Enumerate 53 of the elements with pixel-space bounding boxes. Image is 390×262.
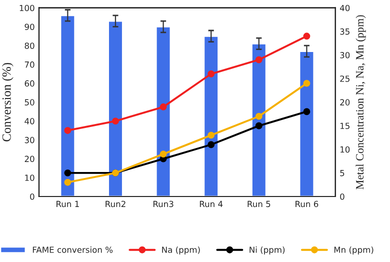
x-tick-label: Run 6	[296, 200, 318, 208]
x-tick-label: Run 5	[248, 200, 270, 208]
point	[208, 141, 215, 148]
x-tick-label: Run 4	[200, 200, 223, 208]
y-tick-label: 100	[20, 4, 34, 12]
point	[208, 70, 215, 78]
point	[160, 103, 167, 110]
bar	[155, 26, 172, 196]
y2-tick-label: 0	[340, 193, 344, 200]
point	[303, 108, 310, 116]
point	[255, 56, 262, 64]
bar	[251, 43, 267, 196]
y2-axis-title: Metal Concentration Ni, Na, Mn (ppm)	[356, 15, 366, 190]
point	[303, 80, 310, 87]
x-tick-label: Run 1	[56, 200, 79, 208]
y-tick-label: 0	[30, 193, 34, 200]
bar	[108, 20, 124, 196]
y2-tick-label: 20	[340, 99, 350, 106]
x-tick-label: Run3	[153, 200, 174, 208]
y2-tick-label: 5	[340, 170, 344, 176]
legend-label: Ni (ppm)	[250, 246, 285, 254]
y-tick-label: 60	[24, 80, 34, 87]
point	[208, 132, 215, 139]
point	[64, 178, 72, 186]
legend-label: Na (ppm)	[162, 246, 200, 254]
y-tick-label: 20	[24, 156, 34, 162]
bar	[203, 35, 219, 196]
y-tick-label: 90	[24, 24, 34, 30]
y-tick-label: 10	[25, 174, 34, 181]
point	[112, 118, 119, 125]
y2-tick-label: 25	[340, 76, 350, 82]
y-tick-label: 70	[24, 61, 34, 68]
point	[303, 32, 310, 40]
y2-tick-label: 10	[340, 146, 350, 153]
y-tick-label: 40	[24, 118, 34, 124]
y2-tick-label: 35	[340, 28, 350, 35]
legend-label: Mn (ppm)	[334, 246, 374, 254]
point	[64, 169, 72, 176]
legend-label: FAME conversion %	[32, 246, 113, 253]
y-tick-label: 30	[24, 136, 34, 144]
x-tick-label: Run2	[106, 200, 126, 208]
point	[64, 127, 72, 134]
y-tick-label: 50	[24, 99, 34, 106]
y-tick-label: 80	[24, 42, 34, 49]
point	[255, 122, 262, 130]
y2-tick-label: 40	[340, 4, 350, 12]
bar	[298, 50, 315, 196]
point	[160, 150, 167, 158]
point	[255, 112, 262, 120]
y2-tick-label: 30	[340, 52, 350, 58]
bar	[60, 14, 76, 196]
y-axis-title: Conversion (%)	[2, 62, 14, 142]
y2-tick-label: 15	[340, 122, 350, 130]
